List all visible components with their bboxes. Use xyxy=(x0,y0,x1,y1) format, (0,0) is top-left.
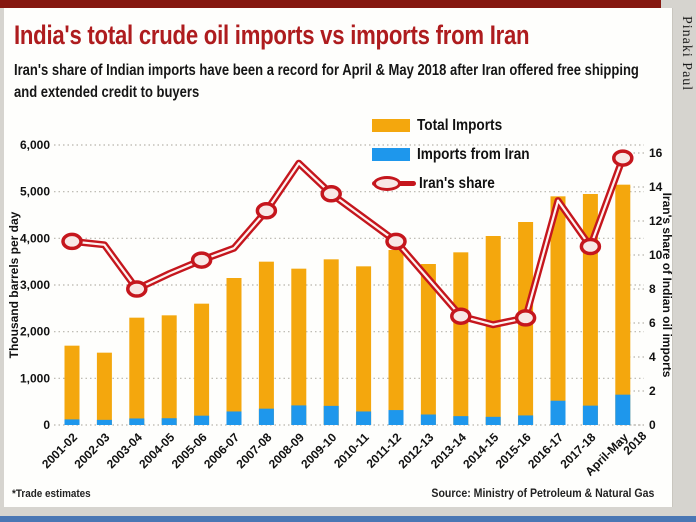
chart-subtitle: Iran's share of Indian imports have been… xyxy=(14,60,696,103)
iran-share-marker xyxy=(320,185,342,203)
total-imports-bar xyxy=(64,345,80,425)
iran-imports-bar xyxy=(388,410,404,425)
total-imports-bar xyxy=(453,252,469,425)
legend-item-iran-share: Iran's share xyxy=(372,169,549,198)
iran-imports-bar xyxy=(485,416,501,425)
svg-text:April-May2018: April-May2018 xyxy=(582,420,649,487)
iran-share-marker xyxy=(126,280,148,298)
right-axis-tick: 12 xyxy=(649,214,663,228)
iran-imports-bar xyxy=(323,405,339,425)
x-axis-label: April-May2018 xyxy=(582,420,649,487)
total-imports-swatch xyxy=(372,119,410,132)
total-imports-bar xyxy=(388,250,404,425)
imports-chart: 0 1,000 2,000 3,000 4,000 5,000 6,000 0 2 4 6 8 10 12… xyxy=(7,138,672,487)
right-axis-tick: 2 xyxy=(649,384,656,398)
right-axis-tick: 0 xyxy=(649,418,656,432)
iran-imports-bar xyxy=(96,419,112,425)
iran-share-marker xyxy=(385,232,407,251)
left-axis-tick: 5,000 xyxy=(20,185,50,199)
iran-share-line-inner xyxy=(70,157,624,326)
legend-label: Iran's share xyxy=(419,174,495,192)
subtitle-line-2: and extended credit to buyers xyxy=(14,83,200,101)
total-imports-bar xyxy=(420,264,436,425)
iran-imports-bar xyxy=(582,405,598,425)
total-imports-bar xyxy=(129,317,145,425)
right-axis-tick: 6 xyxy=(649,316,656,330)
iran-imports-bar xyxy=(420,414,436,425)
subtitle-line-1: Iran's share of Indian imports have been… xyxy=(14,62,639,79)
total-imports-bar xyxy=(356,266,372,425)
total-imports-bar xyxy=(485,236,501,425)
iran-share-marker xyxy=(255,202,278,220)
left-axis-tick: 1,000 xyxy=(20,371,50,385)
total-imports-bar xyxy=(291,268,307,425)
trade-estimates-footnote: *Trade estimates xyxy=(12,488,91,500)
total-imports-bar xyxy=(226,278,242,425)
iran-imports-bar xyxy=(291,405,307,425)
chart-legend: Total Imports Imports from Iran Iran's s… xyxy=(372,111,549,198)
iran-share-line-swatch xyxy=(372,176,416,191)
line-swatch-oval-marker xyxy=(373,176,401,191)
left-axis-tick: 0 xyxy=(43,418,50,432)
iran-share-marker xyxy=(450,307,472,325)
total-imports-bar xyxy=(258,261,274,425)
total-imports-bar xyxy=(615,184,631,425)
iran-imports-bar xyxy=(258,408,274,425)
left-axis-title: Thousand barrels per day xyxy=(7,211,21,358)
svg-text:2009-10: 2009-10 xyxy=(298,430,339,471)
iran-share-marker xyxy=(612,149,634,167)
bottom-accent-strip xyxy=(0,516,696,522)
legend-item-total-imports: Total Imports xyxy=(372,111,549,140)
right-axis-tick: 16 xyxy=(649,146,663,160)
right-axis-tick: 4 xyxy=(649,350,656,364)
iran-imports-bar xyxy=(550,400,566,425)
artist-credit: Pinaki Paul xyxy=(679,16,694,92)
iran-share-marker xyxy=(190,251,213,269)
x-axis-label: 2009-10 xyxy=(298,430,339,471)
iran-imports-bar xyxy=(356,411,372,425)
total-imports-bar xyxy=(194,303,210,425)
legend-label: Total Imports xyxy=(417,116,503,134)
iran-share-marker xyxy=(514,309,537,327)
total-imports-bar xyxy=(550,196,566,425)
iran-imports-bar xyxy=(518,415,534,425)
source-attribution: Source: Ministry of Petroleum & Natural … xyxy=(431,486,654,500)
total-imports-bars xyxy=(64,184,631,425)
total-imports-bar xyxy=(161,315,177,425)
right-axis-tick: 14 xyxy=(649,180,663,194)
iran-imports-bars xyxy=(64,394,631,425)
iran-imports-bar xyxy=(226,411,242,425)
left-axis-tick: 2,000 xyxy=(20,325,50,339)
top-accent-strip xyxy=(0,0,661,8)
iran-imports-bar xyxy=(615,394,631,425)
iran-imports-bar xyxy=(129,418,145,425)
svg-text:2010-11: 2010-11 xyxy=(331,430,372,471)
iran-imports-bar xyxy=(64,419,80,425)
page-title: India's total crude oil imports vs impor… xyxy=(14,20,530,50)
right-axis-title: Iran's share of Indian oil imports xyxy=(660,193,672,378)
right-axis-tick: 10 xyxy=(649,248,663,262)
left-axis-tick: 6,000 xyxy=(20,138,50,152)
iran-share-marker xyxy=(61,232,83,251)
infographic-panel: 0 1,000 2,000 3,000 4,000 5,000 6,000 0 2 4 6 8 10 12… xyxy=(4,8,673,507)
total-imports-bar xyxy=(96,352,112,425)
right-axis-tick: 8 xyxy=(649,282,656,296)
total-imports-bar xyxy=(323,259,339,425)
iran-imports-bar xyxy=(161,418,177,425)
iran-imports-swatch xyxy=(372,148,410,161)
left-axis-tick: 4,000 xyxy=(20,231,50,245)
legend-item-imports-from-iran: Imports from Iran xyxy=(372,140,549,169)
legend-label: Imports from Iran xyxy=(417,145,530,163)
iran-share-marker xyxy=(579,237,602,256)
left-axis-tick: 3,000 xyxy=(20,278,50,292)
iran-imports-bar xyxy=(194,415,210,425)
x-axis-label: 2010-11 xyxy=(331,430,372,471)
iran-imports-bar xyxy=(453,416,469,425)
